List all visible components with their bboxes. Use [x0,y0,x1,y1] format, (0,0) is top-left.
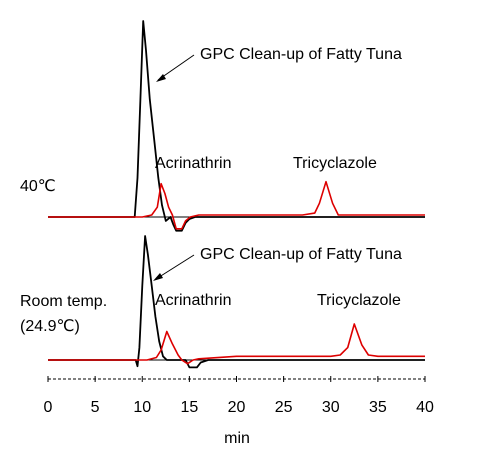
top-gpc-arrowhead [156,74,166,82]
bottom-gpc-label: GPC Clean-up of Fatty Tuna [200,246,402,263]
bottom-trace-red [48,323,425,365]
x-tick-label: 35 [369,399,387,416]
bottom-trace-black [48,235,425,369]
top-gpc-label: GPC Clean-up of Fatty Tuna [200,46,402,63]
bottom-gpc-arrow [155,254,195,280]
x-tick-label: 30 [322,399,340,416]
x-axis-ticks: 0 5 10 15 20 25 30 35 40 [44,376,434,416]
bottom-traces [48,235,425,369]
bottom-condition-label-line2: (24.9℃) [20,318,80,335]
bottom-tricyclazole-label: Tricyclazole [317,292,401,309]
x-tick-label: 15 [180,399,198,416]
bottom-gpc-arrowhead [153,273,163,281]
top-trace-black [48,20,425,232]
top-tricyclazole-label: Tricyclazole [293,155,377,172]
x-tick-label: 10 [133,399,151,416]
top-trace-red [48,180,425,230]
top-chromatogram-panel: GPC Clean-up of Fatty Tuna Acrinathrin T… [20,20,425,232]
bottom-acrinathrin-label: Acrinathrin [155,292,231,309]
bottom-condition-label-line1: Room temp. [20,293,107,310]
x-tick-label: 25 [275,399,293,416]
top-condition-label: 40℃ [20,178,56,195]
x-axis-title: min [224,430,250,447]
x-tick-label: 20 [228,399,246,416]
x-axis: 0 5 10 15 20 25 30 35 40 min [44,376,434,447]
top-acrinathrin-label: Acrinathrin [155,155,231,172]
x-tick-label: 5 [91,399,100,416]
x-tick-label: 40 [416,399,434,416]
top-traces [48,20,425,232]
bottom-chromatogram-panel: GPC Clean-up of Fatty Tuna Acrinathrin T… [20,235,425,369]
x-tick-label: 0 [44,399,53,416]
